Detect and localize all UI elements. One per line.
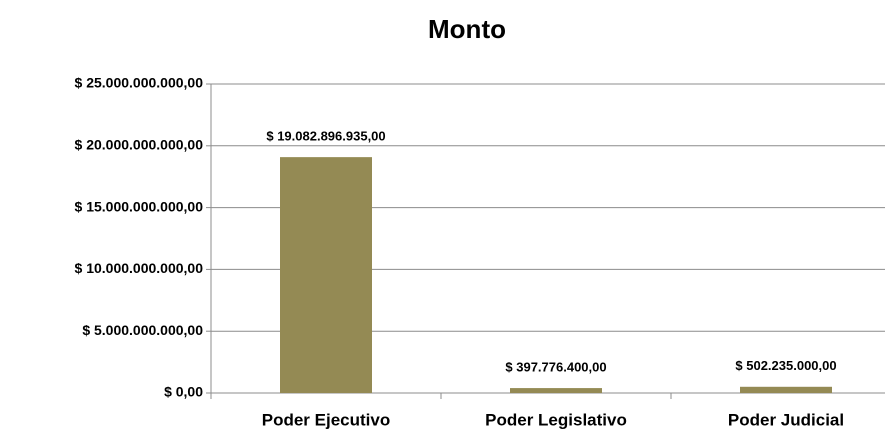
x-tick-label: Poder Judicial <box>728 410 844 429</box>
y-tick-label: $ 20.000.000.000,00 <box>75 137 204 153</box>
y-tick-label: $ 0,00 <box>164 384 203 400</box>
y-tick-label: $ 25.000.000.000,00 <box>75 75 204 91</box>
y-tick-label: $ 10.000.000.000,00 <box>75 260 204 276</box>
bar <box>740 386 832 393</box>
x-tick-label: Poder Ejecutivo <box>262 410 390 429</box>
value-label: $ 19.082.896.935,00 <box>266 129 385 144</box>
y-tick-label: $ 15.000.000.000,00 <box>75 198 204 214</box>
value-label: $ 397.776.400,00 <box>505 360 606 375</box>
value-label: $ 502.235.000,00 <box>735 358 836 373</box>
chart-title: Monto <box>428 14 506 44</box>
bar <box>510 388 602 393</box>
x-tick-label: Poder Legislativo <box>485 410 627 429</box>
y-tick-label: $ 5.000.000.000,00 <box>82 322 203 338</box>
bar <box>280 157 372 393</box>
